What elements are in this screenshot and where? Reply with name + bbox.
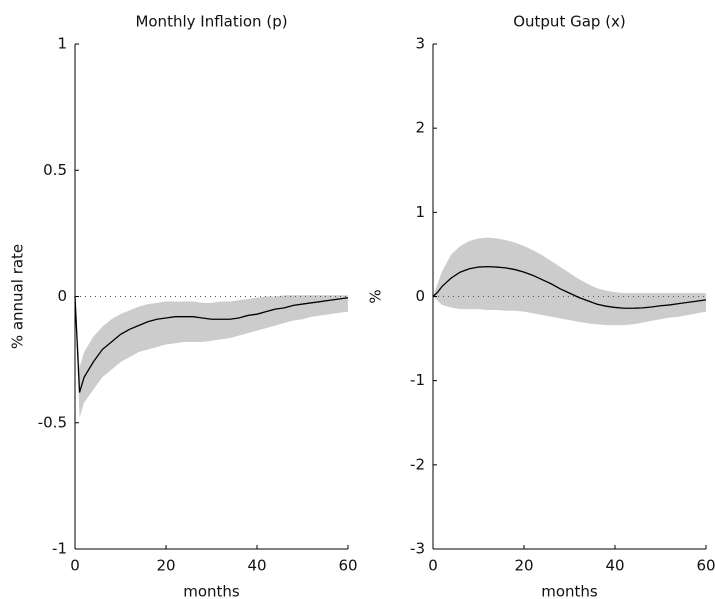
series-line <box>432 265 707 309</box>
series-line <box>74 296 349 393</box>
x-tick-label: 20 <box>156 557 175 575</box>
y-tick-label: -0.5 <box>38 413 67 431</box>
y-tick-label: -1 <box>410 371 425 389</box>
y-tick-label: -1 <box>52 540 67 558</box>
x-tick-label: 60 <box>338 557 357 575</box>
y-tick-label: 2 <box>415 119 425 137</box>
y-tick-label: 1 <box>415 203 425 221</box>
y-axis-label: % annual rate <box>9 244 27 349</box>
y-tick-label: 3 <box>415 35 425 53</box>
x-tick-label: 0 <box>428 557 438 575</box>
x-tick-label: 40 <box>247 557 266 575</box>
y-tick-label: -2 <box>410 455 425 473</box>
y-tick-label: -3 <box>410 540 425 558</box>
confidence-band <box>433 237 706 326</box>
y-tick-label: 0.5 <box>43 161 67 179</box>
y-axis-label: % <box>367 289 385 303</box>
x-tick-label: 20 <box>514 557 533 575</box>
x-tick-label: 60 <box>696 557 715 575</box>
x-axis-label: months <box>541 583 598 599</box>
chart-title: Monthly Inflation (p) <box>135 13 287 31</box>
y-tick-label: 0 <box>415 287 425 305</box>
y-tick-label: 1 <box>57 35 67 53</box>
confidence-band <box>75 295 348 418</box>
chart-title: Output Gap (x) <box>513 13 626 31</box>
x-tick-label: 0 <box>70 557 80 575</box>
x-tick-label: 40 <box>605 557 624 575</box>
x-axis-label: months <box>183 583 240 599</box>
y-tick-label: 0 <box>57 287 67 305</box>
